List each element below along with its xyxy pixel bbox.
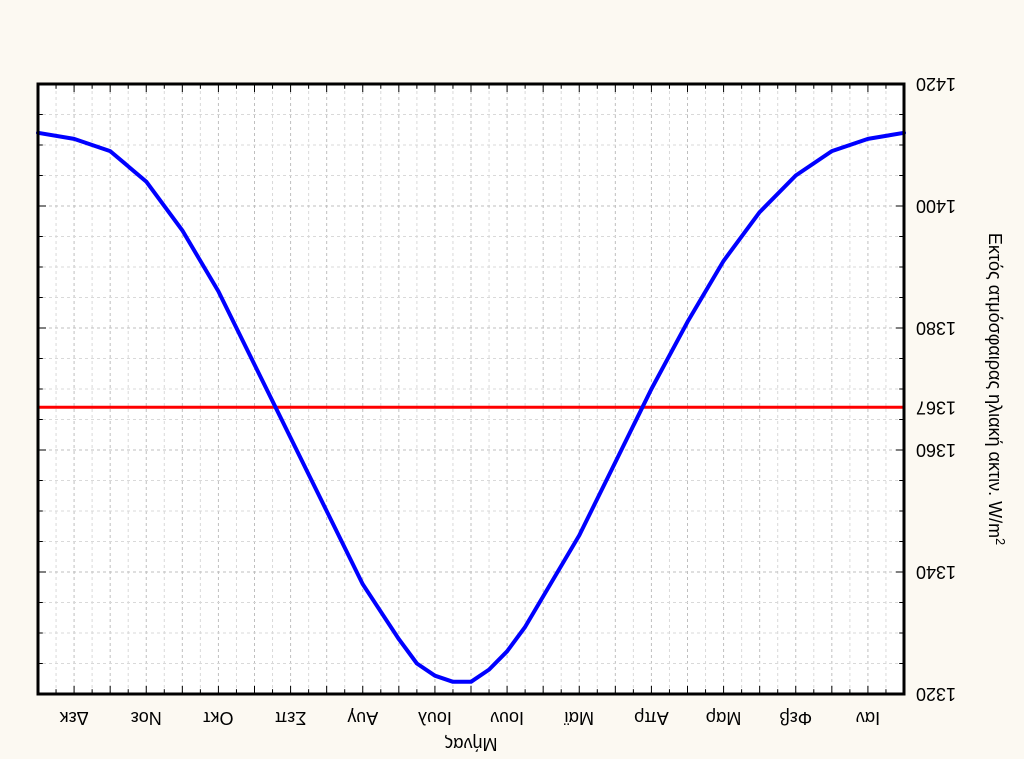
y-tick-label: 1420 — [916, 74, 956, 94]
month-label: Ιουν — [490, 708, 524, 728]
month-label: Φεβ — [779, 708, 812, 728]
month-label: Απρ — [634, 708, 669, 728]
month-label: Αυγ — [347, 708, 378, 728]
x-axis-title: Μήνας — [444, 734, 497, 754]
y-axis-title: Εκτός ατμόσφαιρας ηλιακή ακτιν. W/m2 — [985, 233, 1007, 545]
month-label: Ιαν — [856, 708, 880, 728]
solar-radiation-chart: 1320 1340 1360 1367 1380 1400 1420 Ιαν Φεβ Μαρ Απρ… — [0, 0, 1024, 759]
y-tick-label: 1367 — [916, 397, 956, 417]
month-label: Ιουλ — [418, 708, 452, 728]
month-label: Μαρ — [706, 708, 742, 728]
y-tick-label: 1400 — [916, 196, 956, 216]
y-tick-label: 1320 — [916, 684, 956, 704]
month-label: Μαϊ — [564, 708, 594, 728]
month-label: Νοε — [131, 708, 162, 728]
y-tick-label: 1380 — [916, 318, 956, 338]
y-tick-label: 1360 — [916, 440, 956, 460]
y-tick-label: 1340 — [916, 562, 956, 582]
month-label: Σεπ — [275, 708, 307, 728]
month-label: Δεκ — [59, 708, 89, 728]
chart-container: 1320 1340 1360 1367 1380 1400 1420 Ιαν Φεβ Μαρ Απρ… — [0, 0, 1024, 759]
month-label: Οκτ — [203, 708, 233, 728]
